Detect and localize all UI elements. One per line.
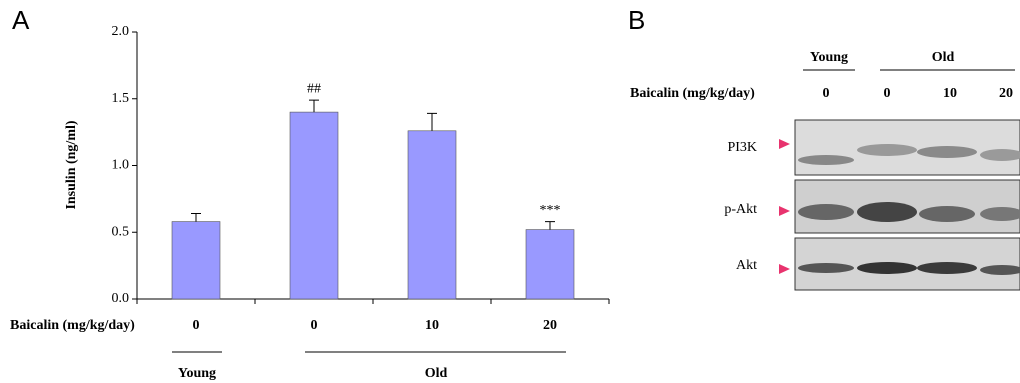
band-label: p-Akt [724, 202, 757, 217]
panel-label: B [628, 5, 645, 35]
y-tick-label: 1.5 [112, 91, 130, 106]
arrow [779, 139, 790, 149]
bar [172, 222, 220, 299]
band-label: Akt [736, 258, 757, 273]
x-tick-label: 0 [193, 318, 200, 333]
error-bar [191, 214, 201, 222]
y-tick-label: 2.0 [112, 24, 130, 39]
arrow [779, 264, 790, 274]
panel-label: A [12, 5, 30, 35]
y-axis-label: Insulin (ng/ml) [64, 120, 79, 209]
dose-row-label: Baicalin (mg/kg/day) [630, 86, 755, 101]
x-row-label: Baicalin (mg/kg/day) [10, 318, 135, 333]
x-tick-label: 10 [425, 318, 439, 333]
annotation: *** [540, 203, 561, 218]
error-bar [427, 113, 437, 130]
dose-label: 0 [884, 86, 891, 101]
bar [408, 131, 456, 299]
group-label: Young [810, 50, 848, 65]
dose-label: 0 [823, 86, 830, 101]
y-tick-label: 0.0 [112, 291, 130, 306]
bar [526, 230, 574, 299]
error-bar [545, 222, 555, 230]
group-label: Young [178, 366, 216, 381]
bar [290, 112, 338, 299]
x-tick-label: 20 [543, 318, 557, 333]
annotation: ## [307, 81, 321, 96]
group-label: Old [425, 366, 448, 381]
band-label: PI3K [727, 140, 757, 155]
dose-label: 10 [943, 86, 957, 101]
blot [795, 120, 1020, 290]
dose-label: 20 [999, 86, 1013, 101]
y-tick-label: 0.5 [112, 224, 130, 239]
y-tick-label: 1.0 [112, 158, 130, 173]
figure: A Insulin (ng/ml) Baicalin (mg/kg/day) Y… [0, 0, 1020, 383]
group-label: Old [932, 50, 955, 65]
error-bar [309, 100, 319, 112]
arrow [779, 206, 790, 216]
x-tick-label: 0 [311, 318, 318, 333]
